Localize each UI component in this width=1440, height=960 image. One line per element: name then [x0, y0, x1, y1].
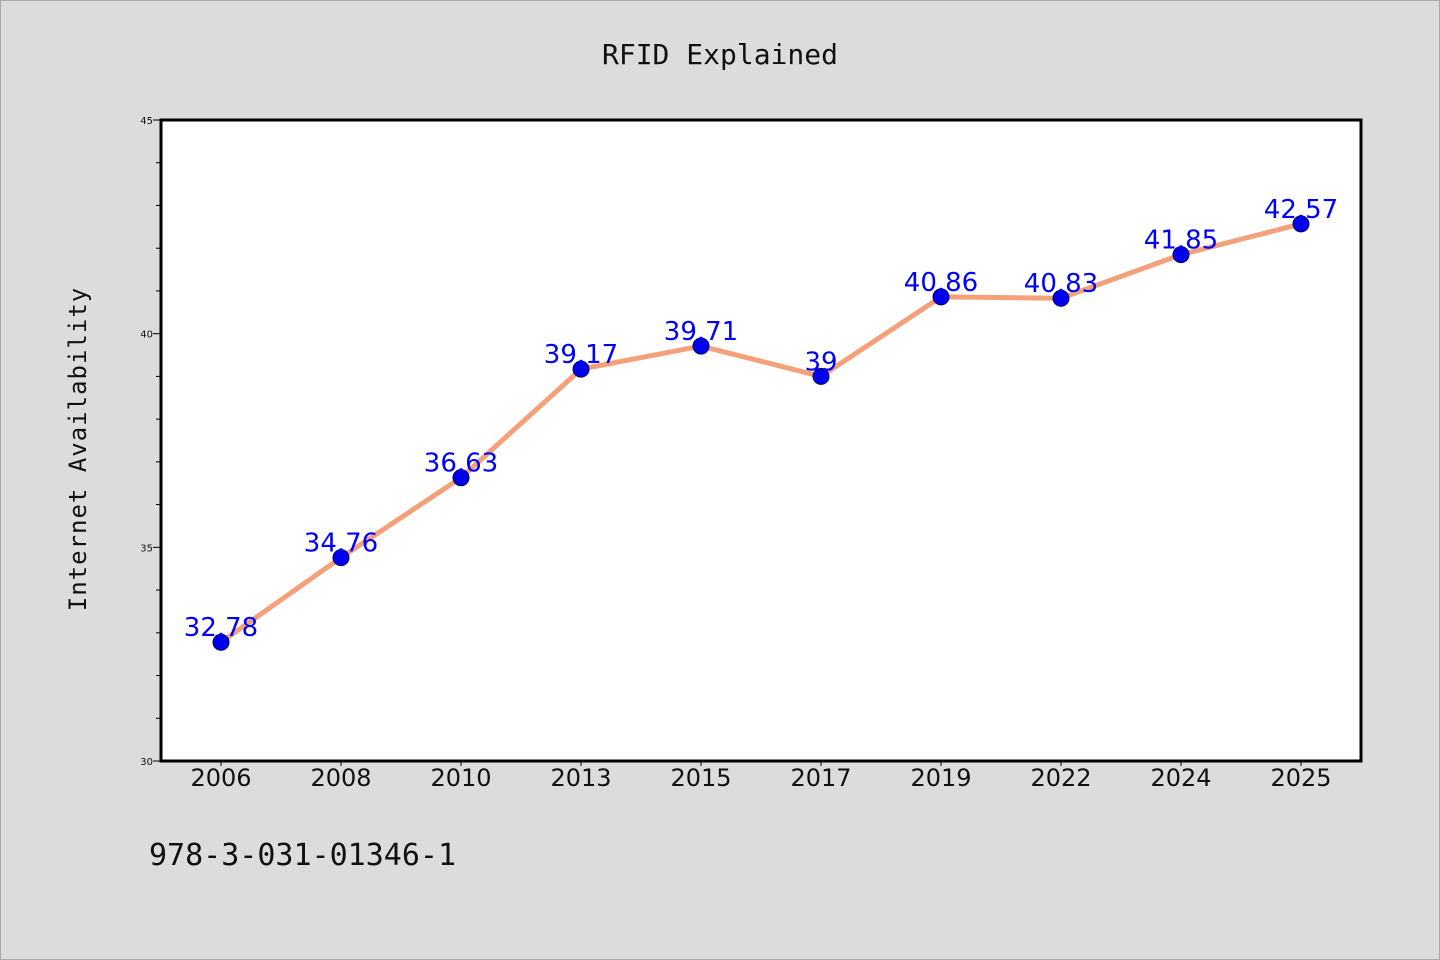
data-label: 39.71 — [664, 317, 738, 347]
x-tick-label: 2025 — [1270, 764, 1331, 792]
y-axis-label: Internet Availability — [64, 287, 92, 611]
x-tick-label: 2019 — [910, 764, 971, 792]
series-line — [218, 221, 1304, 645]
x-tick-label: 2013 — [550, 764, 611, 792]
y-tick-label: 35 — [140, 543, 153, 554]
x-tick-label: 2008 — [310, 764, 371, 792]
data-point — [812, 367, 830, 385]
x-axis: 2006 2008 2010 2013 2015 2017 2019 2022 2024 2025 — [190, 761, 1332, 792]
data-point — [932, 288, 950, 306]
x-tick-label: 2015 — [670, 764, 731, 792]
data-point — [212, 633, 230, 651]
data-labels: 32.78 34.76 36.63 39.17 39.71 39 40.86 40.83 41.… — [184, 195, 1338, 643]
data-point — [452, 469, 470, 487]
x-tick-label: 2024 — [1150, 764, 1211, 792]
chart-title: RFID Explained — [602, 38, 838, 71]
data-label: 40.86 — [904, 268, 978, 298]
y-tick-label: 40 — [140, 330, 153, 341]
x-tick-label: 2010 — [430, 764, 491, 792]
data-label: 40.83 — [1024, 269, 1098, 299]
data-point — [1052, 289, 1070, 307]
y-tick-label: 30 — [140, 757, 153, 768]
data-label: 39.17 — [544, 340, 618, 370]
data-label: 42.57 — [1264, 195, 1338, 225]
y-tick-label: 45 — [140, 116, 153, 127]
x-tick-label: 2017 — [790, 764, 851, 792]
footer-code: 978-3-031-01346-1 — [149, 838, 456, 873]
x-tick-label: 2006 — [190, 764, 251, 792]
data-point — [1292, 215, 1310, 233]
data-label: 34.76 — [304, 529, 378, 559]
series-layer — [212, 215, 1310, 651]
data-label: 32.78 — [184, 613, 258, 643]
data-point — [692, 337, 710, 355]
data-label: 36.63 — [424, 449, 498, 479]
data-point — [332, 549, 350, 567]
plot-area — [159, 118, 1363, 763]
x-tick-label: 2022 — [1030, 764, 1091, 792]
data-point — [572, 360, 590, 378]
y-axis: 30 35 40 45 — [140, 116, 161, 768]
data-label: 41.85 — [1144, 226, 1218, 256]
data-label: 39 — [804, 347, 837, 377]
data-point — [1172, 246, 1190, 264]
